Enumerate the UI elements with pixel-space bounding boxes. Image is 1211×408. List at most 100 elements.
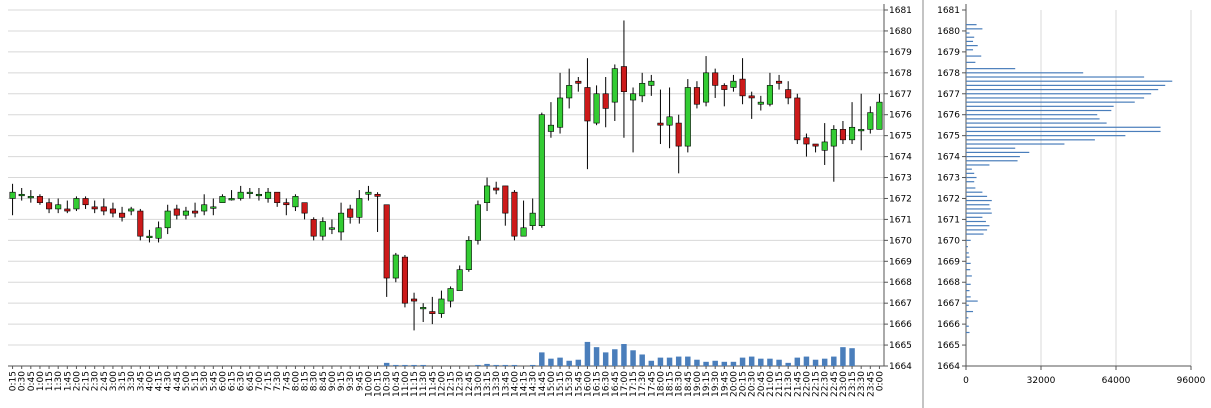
time-tick-label: 11:30 bbox=[419, 371, 429, 397]
candle-body bbox=[228, 198, 235, 201]
candlestick bbox=[420, 303, 427, 323]
candle-body bbox=[91, 206, 98, 210]
time-tick-label: 4:45 bbox=[173, 371, 183, 391]
profile-price-tick-label: 1678 bbox=[937, 69, 960, 79]
profile-bar bbox=[966, 239, 971, 241]
time-tick-label: 13:15 bbox=[483, 371, 493, 397]
volume-bar bbox=[602, 352, 609, 366]
candle-body bbox=[529, 212, 536, 226]
price-axis: 1664 1665 1666 1667 1668 1669 1670 1671 1672 1673… bbox=[884, 6, 912, 372]
candlesticks bbox=[9, 20, 883, 331]
candlestick bbox=[684, 79, 691, 153]
volume-bar bbox=[639, 354, 645, 366]
candlestick bbox=[82, 196, 89, 209]
candle-body bbox=[155, 227, 162, 239]
profile-bar bbox=[966, 164, 990, 166]
time-tick-label: 12:15 bbox=[447, 371, 457, 397]
time-tick-label: 3:45 bbox=[136, 371, 146, 391]
candle-body bbox=[365, 191, 372, 195]
candlestick bbox=[785, 81, 792, 105]
candle-body bbox=[137, 210, 144, 237]
profile-bar bbox=[966, 88, 1159, 91]
time-tick-label: 23:30 bbox=[857, 371, 867, 397]
time-tick-label: 23:45 bbox=[866, 371, 876, 397]
time-tick-label: 20:15 bbox=[739, 371, 749, 397]
candlestick bbox=[301, 202, 308, 220]
volume-bar bbox=[666, 357, 673, 366]
price-tick-label: 1664 bbox=[889, 362, 912, 372]
candlestick bbox=[584, 58, 591, 170]
candlestick bbox=[730, 74, 737, 92]
time-tick-label: 10:15 bbox=[374, 371, 384, 397]
time-tick-label: 12:45 bbox=[465, 371, 475, 397]
profile-bar bbox=[966, 32, 970, 34]
profile-bar bbox=[966, 147, 1016, 149]
volume-bar bbox=[739, 357, 746, 366]
profile-bar bbox=[966, 61, 976, 63]
profile-price-tick-label: 1668 bbox=[937, 278, 960, 288]
candle-body bbox=[566, 85, 573, 99]
volume-bar bbox=[730, 361, 737, 366]
profile-bar bbox=[966, 195, 988, 197]
volume-bar bbox=[821, 358, 828, 366]
profile-bar bbox=[966, 246, 968, 248]
candlestick bbox=[593, 85, 600, 126]
volume-bar bbox=[840, 347, 846, 366]
profile-bar bbox=[966, 68, 1016, 70]
candlestick bbox=[383, 204, 390, 297]
candlestick bbox=[630, 87, 637, 153]
candlestick bbox=[182, 206, 189, 220]
profile-bar bbox=[966, 122, 1107, 124]
candlestick bbox=[712, 68, 719, 98]
candlestick bbox=[447, 286, 454, 308]
time-tick-label: 8:30 bbox=[310, 371, 320, 391]
time-tick-label: 10:45 bbox=[392, 371, 402, 397]
profile-price-tick-label: 1679 bbox=[937, 48, 960, 58]
profile-price-tick-label: 1666 bbox=[937, 320, 960, 330]
time-tick-label: 5:30 bbox=[200, 371, 210, 391]
volume-bar bbox=[748, 356, 755, 366]
time-tick-label: 18:30 bbox=[675, 371, 685, 397]
candlestick bbox=[821, 123, 828, 165]
candlestick bbox=[429, 296, 436, 325]
profile-bar bbox=[966, 296, 971, 298]
candlestick bbox=[201, 194, 208, 216]
candlestick bbox=[210, 198, 217, 216]
candle-body bbox=[55, 204, 62, 210]
time-tick-label: 20:00 bbox=[729, 371, 739, 397]
time-tick-label: 14:15 bbox=[520, 371, 530, 397]
candle-body bbox=[849, 126, 856, 141]
volume-bar bbox=[648, 360, 655, 366]
candle-body bbox=[730, 80, 737, 88]
profile-bar bbox=[966, 331, 970, 334]
profile-bar bbox=[966, 45, 978, 47]
time-tick-label: 23:00 bbox=[839, 371, 849, 397]
time-tick-label: 5:45 bbox=[209, 371, 219, 391]
price-tick-label: 1672 bbox=[889, 194, 912, 204]
time-tick-label: 4:30 bbox=[164, 371, 174, 391]
candlestick bbox=[356, 190, 363, 224]
candlestick bbox=[109, 202, 116, 218]
candlestick bbox=[849, 102, 856, 145]
profile-bar bbox=[966, 204, 990, 206]
candle-body bbox=[64, 208, 71, 212]
profile-bar bbox=[966, 317, 969, 319]
candle-body bbox=[338, 212, 345, 233]
profile-bar bbox=[966, 105, 1114, 107]
candle-body bbox=[748, 95, 755, 99]
time-tick-label: 17:30 bbox=[638, 371, 648, 397]
candle-body bbox=[876, 101, 883, 130]
candle-body bbox=[283, 202, 290, 206]
profile-price-tick-label: 1664 bbox=[937, 362, 960, 372]
volume-bar bbox=[511, 364, 518, 366]
candlestick bbox=[265, 188, 272, 203]
profile-bar bbox=[966, 28, 983, 30]
time-tick-label: 6:45 bbox=[246, 371, 256, 391]
candlestick bbox=[493, 181, 500, 195]
candlestick bbox=[55, 198, 62, 214]
profile-bar bbox=[966, 300, 978, 302]
time-tick-label: 18:15 bbox=[666, 371, 676, 397]
volume-bar bbox=[675, 356, 682, 366]
time-axis: 0:15 0:30 0:45 1:00 1:15 1:30 1:45 2:00 2:15 2:30… bbox=[9, 366, 885, 397]
volume-bar bbox=[785, 362, 791, 366]
